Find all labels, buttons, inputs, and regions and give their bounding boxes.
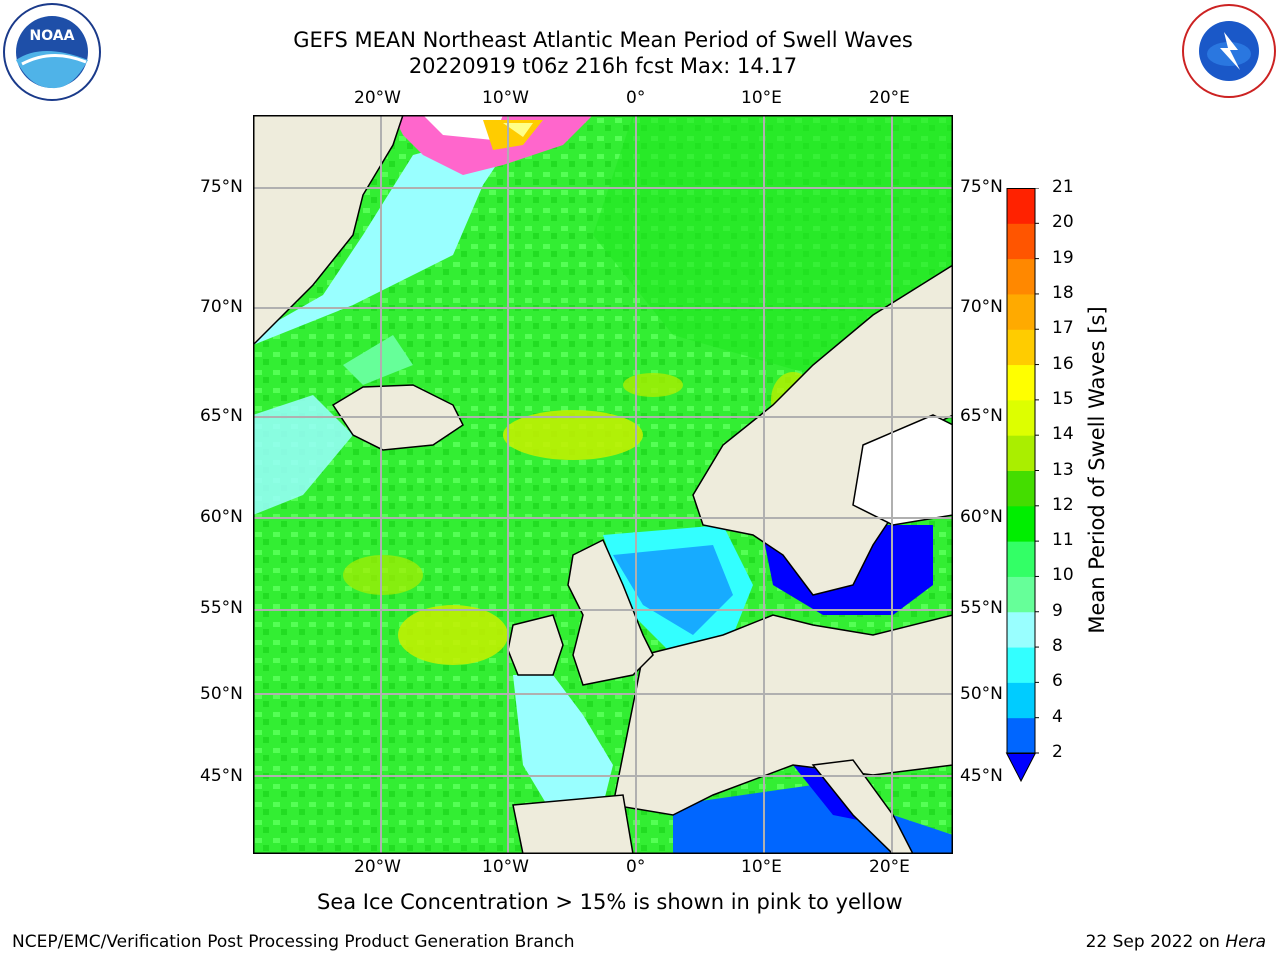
colorbar-under-arrow [1005,752,1037,783]
colorbar-segment [1006,647,1036,683]
lat-label-left: 75°N [200,177,243,197]
colorbar-tick-label: 21 [1052,177,1074,197]
lon-label-top: 0° [626,88,646,108]
lon-label-bottom: 10°W [482,857,529,877]
footer-date: 22 Sep 2022 on Hera [1085,932,1266,952]
lat-label-left: 60°N [200,507,243,527]
lon-label-top: 20°E [869,88,910,108]
footer-host: Hera [1225,932,1266,952]
lat-label-left: 45°N [200,766,243,786]
lon-label-bottom: 0° [626,857,646,877]
colorbar-segment [1006,364,1036,401]
lat-label-right: 55°N [960,598,1003,618]
lat-label-left: 55°N [200,598,243,618]
lon-label-bottom: 20°E [869,857,910,877]
lat-label-left: 70°N [200,297,243,317]
sea-ice-note: Sea Ice Concentration > 15% is shown in … [317,890,903,914]
colorbar-segment [1006,435,1036,471]
colorbar-segment [1006,576,1036,613]
colorbar-title: Mean Period of Swell Waves [s] [1085,306,1109,634]
colorbar-tick-label: 10 [1052,565,1074,586]
colorbar-segment [1006,682,1036,719]
chart-title: GEFS MEAN Northeast Atlantic Mean Period… [293,28,913,52]
colorbar-tick-label: 17 [1052,318,1074,339]
lon-label-top: 10°W [482,88,529,108]
colorbar-tick-label: 20 [1052,212,1074,233]
colorbar-tick-label: 19 [1052,247,1074,268]
great-britain-land [567,538,654,686]
colorbar-segment [1006,399,1036,436]
colorbar-tick-label: 15 [1052,388,1074,409]
noaa-logo-text: NOAA [30,28,75,44]
colorbar-tick-label: 8 [1052,636,1063,657]
colorbar-segment [1006,188,1036,224]
lat-label-left: 65°N [200,406,243,426]
lat-label-right: 70°N [960,297,1003,317]
lat-label-right: 50°N [960,684,1003,704]
colorbar-tick-label: 6 [1052,671,1063,692]
lat-label-right: 60°N [960,507,1003,527]
colorbar-segment [1006,258,1036,295]
colorbar-tick-label: 4 [1052,706,1063,727]
iberia-land [512,794,634,854]
lon-label-top: 20°W [354,88,401,108]
noaa-logo: NOAA [2,2,102,102]
colorbar-tick-label: 11 [1052,530,1074,551]
greenland-land [253,115,404,347]
colorbar-segment [1006,717,1036,754]
colorbar-tick-label: 13 [1052,459,1074,480]
colorbar-tick-label: 9 [1052,600,1063,621]
colorbar-segment [1006,541,1036,577]
swell-period-map [253,115,953,854]
lat-label-left: 50°N [200,684,243,704]
lat-label-right: 75°N [960,177,1003,197]
colorbar-segment [1006,505,1036,542]
ireland-land [507,614,564,676]
colorbar-segment [1006,293,1036,330]
lon-label-bottom: 20°W [354,857,401,877]
colorbar [1005,188,1039,783]
colorbar-tick-label: 16 [1052,353,1074,374]
colorbar-tick-label: 2 [1052,742,1063,762]
chart-subtitle: 20220919 t06z 216h fcst Max: 14.17 [408,54,798,78]
colorbar-tick-label: 14 [1052,424,1074,445]
graticule [253,115,953,854]
lat-label-right: 45°N [960,766,1003,786]
colorbar-tick-label: 12 [1052,494,1074,515]
lat-label-right: 65°N [960,406,1003,426]
lon-label-top: 10°E [741,88,782,108]
colorbar-segment [1006,329,1036,366]
colorbar-segment [1006,611,1036,648]
map-frame [253,115,953,854]
colorbar-tick-label: 18 [1052,282,1074,303]
lon-label-bottom: 10°E [741,857,782,877]
colorbar-segment [1006,470,1036,507]
footer-branch: NCEP/EMC/Verification Post Processing Pr… [12,932,575,952]
colorbar-segment [1006,223,1036,260]
nws-logo [1180,2,1278,100]
